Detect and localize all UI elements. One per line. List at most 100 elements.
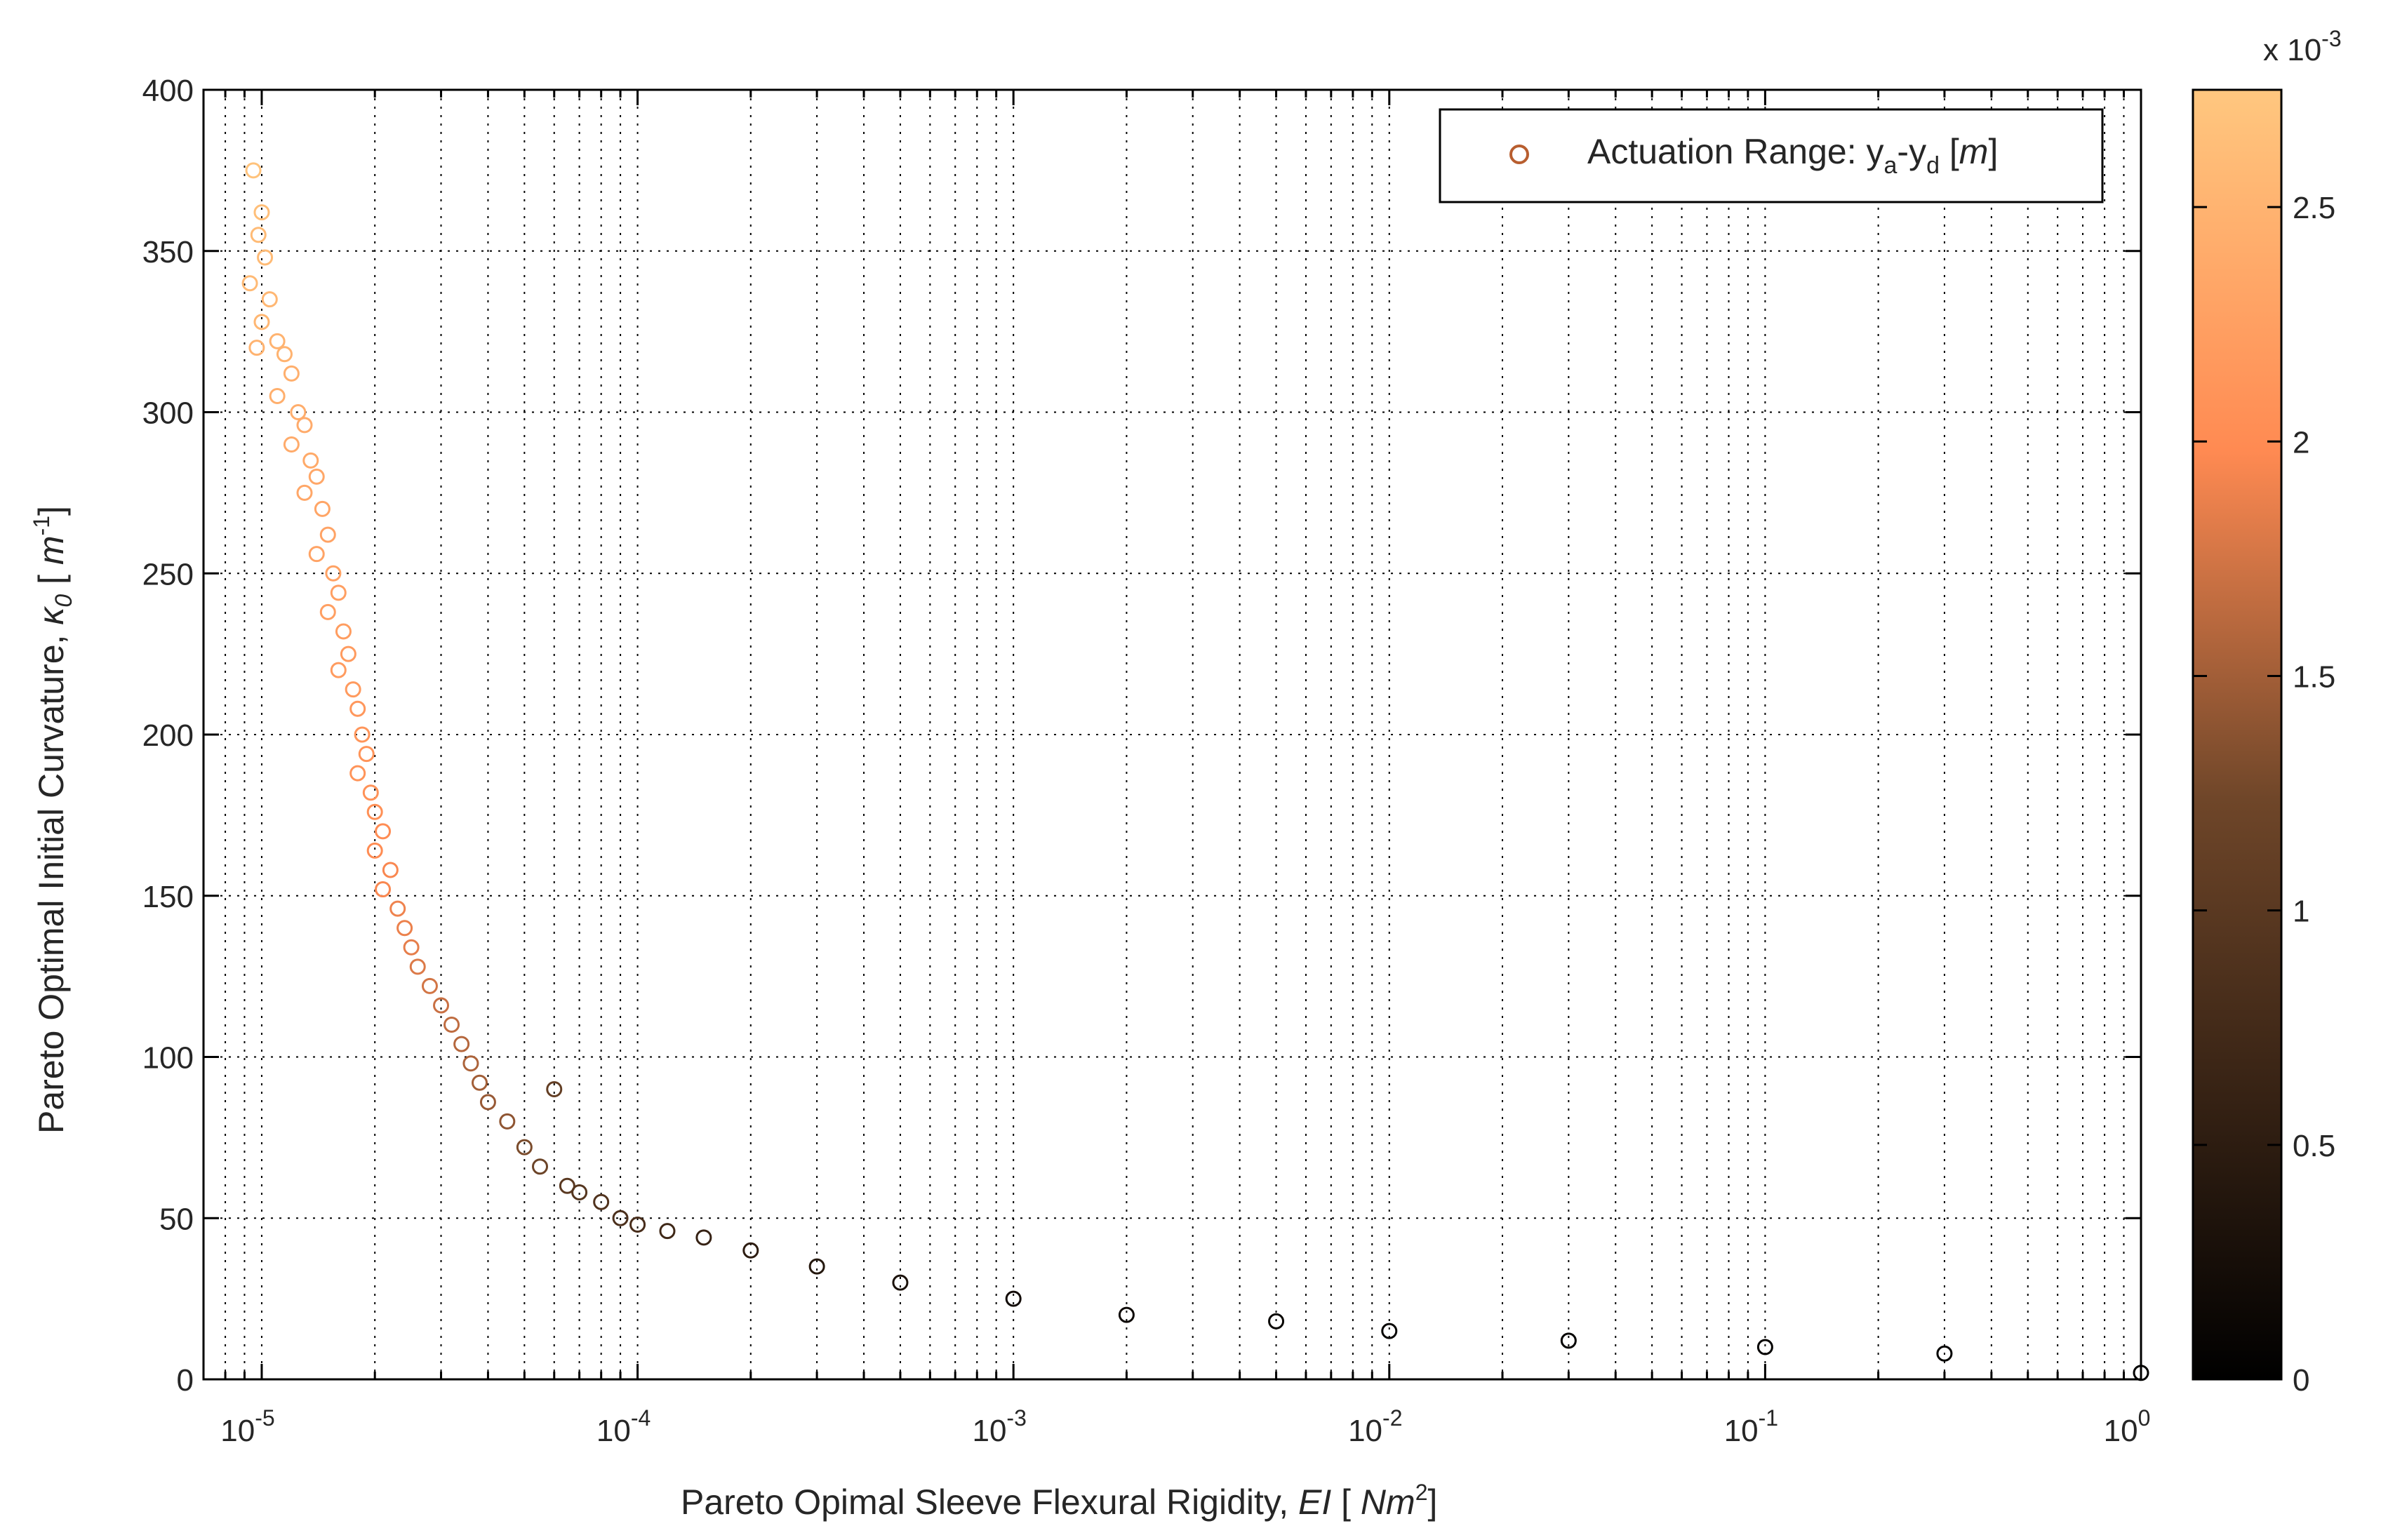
- data-point: [325, 565, 342, 582]
- data-point: [629, 1216, 646, 1233]
- data-point: [499, 1113, 516, 1130]
- data-point: [261, 291, 278, 308]
- x-tick-label: 10-5: [220, 1405, 274, 1448]
- data-point: [349, 700, 366, 717]
- data-point: [1381, 1323, 1398, 1339]
- data-point: [314, 500, 331, 517]
- legend: Actuation Range: ya-yd [m]: [1439, 108, 2104, 203]
- data-point: [375, 823, 392, 840]
- y-tick-label: 400: [142, 74, 194, 108]
- y-tick-label: 350: [142, 235, 194, 269]
- colorbar-tick-label: 1.5: [2293, 659, 2335, 694]
- data-point: [472, 1074, 488, 1091]
- data-point: [389, 900, 406, 917]
- data-point: [453, 1036, 470, 1052]
- colorbar-tick-label: 2.5: [2293, 191, 2335, 225]
- data-point: [571, 1184, 588, 1200]
- y-tick-label: 250: [142, 557, 194, 591]
- data-point: [366, 842, 383, 859]
- data-point: [308, 468, 325, 485]
- legend-marker: [1509, 145, 1529, 164]
- scatter-points: [241, 162, 2149, 1381]
- data-point: [433, 997, 450, 1014]
- data-point: [349, 765, 366, 782]
- data-point: [382, 862, 399, 878]
- y-axis-label: Pareto Optimal Initial Curvature, κ0 [ m…: [29, 506, 77, 1134]
- data-point: [335, 623, 352, 640]
- data-point: [257, 249, 274, 266]
- colorbar-exponent: x 10-3: [2263, 26, 2342, 67]
- colorbar-ticks: 0 0.5 1 1.5 2 2.5: [2193, 191, 2335, 1398]
- x-tick-label: 10-2: [1348, 1405, 1402, 1448]
- data-point: [516, 1139, 533, 1156]
- data-point: [695, 1229, 712, 1246]
- data-point: [375, 881, 392, 898]
- data-point: [253, 204, 270, 221]
- data-point: [302, 452, 319, 469]
- data-point: [340, 645, 356, 662]
- data-point: [241, 275, 258, 292]
- data-point: [409, 958, 426, 975]
- data-point: [403, 939, 420, 956]
- data-point: [358, 746, 375, 763]
- data-point: [290, 404, 307, 420]
- data-point: [319, 603, 336, 620]
- data-point: [1756, 1339, 1773, 1355]
- data-point: [345, 681, 361, 698]
- data-point: [421, 977, 438, 994]
- data-point: [1268, 1313, 1285, 1330]
- axis-ticks: 10-5 10-4 10-3 10-2 10-1 100 0 50 100 150 200 250 30…: [142, 74, 2151, 1448]
- data-point: [362, 784, 379, 801]
- data-point: [283, 436, 300, 453]
- x-axis-label: Pareto Opimal Sleeve Flexural Rigidity, …: [681, 1480, 1437, 1522]
- data-point: [892, 1274, 909, 1291]
- colorbar: x 10-3: [2192, 26, 2342, 1381]
- colorbar-tick-label: 0.5: [2293, 1129, 2335, 1163]
- data-point: [276, 346, 293, 363]
- data-point: [296, 484, 313, 501]
- data-point: [366, 803, 383, 820]
- data-point: [330, 584, 347, 601]
- x-tick-label: 100: [2104, 1405, 2151, 1448]
- data-point: [269, 333, 286, 349]
- data-point: [330, 662, 347, 678]
- y-tick-label: 300: [142, 396, 194, 431]
- data-point: [1005, 1290, 1022, 1307]
- data-point: [308, 546, 325, 563]
- data-point: [248, 340, 265, 356]
- data-point: [319, 526, 336, 543]
- data-point: [593, 1193, 610, 1210]
- data-point: [354, 726, 371, 743]
- data-point: [612, 1210, 629, 1226]
- y-tick-label: 150: [142, 880, 194, 914]
- data-point: [1560, 1332, 1577, 1349]
- data-point: [559, 1177, 575, 1194]
- data-point: [546, 1080, 563, 1097]
- data-point: [253, 314, 270, 330]
- data-point: [396, 920, 413, 937]
- x-tick-label: 10-1: [1724, 1405, 1778, 1448]
- data-point: [532, 1158, 549, 1175]
- colorbar-tick-label: 0: [2293, 1363, 2309, 1398]
- data-point: [808, 1258, 825, 1275]
- data-point: [296, 417, 313, 434]
- data-point: [742, 1242, 759, 1259]
- data-point: [283, 365, 300, 382]
- data-point: [1118, 1306, 1135, 1323]
- y-tick-label: 0: [177, 1363, 194, 1398]
- x-tick-label: 10-3: [972, 1405, 1026, 1448]
- y-tick-label: 200: [142, 718, 194, 753]
- data-point: [269, 388, 286, 405]
- y-tick-label: 50: [159, 1202, 194, 1236]
- data-point: [659, 1223, 676, 1240]
- data-point: [462, 1055, 479, 1072]
- data-point: [245, 162, 262, 179]
- y-tick-label: 100: [142, 1041, 194, 1076]
- grid-lines: [203, 90, 2142, 1379]
- data-point: [1936, 1345, 1953, 1362]
- data-point: [479, 1094, 496, 1111]
- data-point: [250, 227, 267, 243]
- data-point: [443, 1017, 460, 1033]
- colorbar-tick-label: 2: [2293, 425, 2309, 460]
